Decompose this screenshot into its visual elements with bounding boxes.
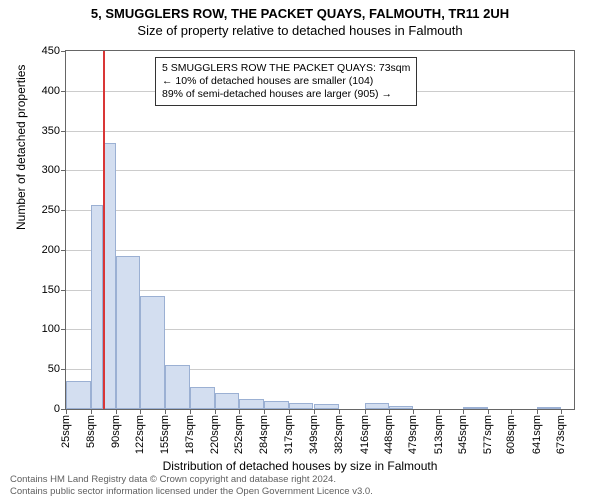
histogram-bar bbox=[537, 407, 561, 409]
footer-line: Contains public sector information licen… bbox=[10, 486, 373, 497]
grid-line bbox=[66, 250, 574, 251]
y-tick-label: 250 bbox=[42, 204, 60, 216]
y-tick-label: 400 bbox=[42, 85, 60, 97]
x-tick-mark bbox=[165, 409, 166, 414]
y-tick-label: 50 bbox=[48, 363, 60, 375]
grid-line bbox=[66, 131, 574, 132]
x-tick-mark bbox=[413, 409, 414, 414]
x-tick-mark bbox=[511, 409, 512, 414]
x-tick-label: 513sqm bbox=[433, 415, 445, 454]
x-tick-mark bbox=[91, 409, 92, 414]
x-tick-label: 90sqm bbox=[110, 415, 122, 448]
y-tick-label: 0 bbox=[54, 403, 60, 415]
x-tick-label: 382sqm bbox=[333, 415, 345, 454]
histogram-bar bbox=[365, 403, 389, 409]
x-tick-mark bbox=[264, 409, 265, 414]
x-tick-label: 25sqm bbox=[60, 415, 72, 448]
y-tick-label: 300 bbox=[42, 164, 60, 176]
annotation-box: 5 SMUGGLERS ROW THE PACKET QUAYS: 73sqm … bbox=[155, 57, 417, 106]
y-tick-mark bbox=[61, 329, 66, 330]
x-tick-mark bbox=[561, 409, 562, 414]
x-tick-mark bbox=[190, 409, 191, 414]
y-tick-mark bbox=[61, 250, 66, 251]
x-tick-label: 58sqm bbox=[85, 415, 97, 448]
x-tick-label: 545sqm bbox=[457, 415, 469, 454]
x-tick-label: 155sqm bbox=[159, 415, 171, 454]
x-tick-mark bbox=[439, 409, 440, 414]
y-tick-label: 100 bbox=[42, 323, 60, 335]
histogram-bar bbox=[264, 401, 289, 409]
x-tick-mark bbox=[116, 409, 117, 414]
histogram-bar bbox=[289, 403, 313, 409]
histogram-bar bbox=[314, 404, 339, 409]
histogram-bar bbox=[389, 406, 413, 409]
x-tick-mark bbox=[339, 409, 340, 414]
y-tick-mark bbox=[61, 91, 66, 92]
x-tick-mark bbox=[140, 409, 141, 414]
y-tick-label: 450 bbox=[42, 45, 60, 57]
y-axis-label: Number of detached properties bbox=[14, 65, 28, 230]
chart-title-main: 5, SMUGGLERS ROW, THE PACKET QUAYS, FALM… bbox=[0, 0, 600, 21]
y-tick-label: 200 bbox=[42, 244, 60, 256]
x-tick-label: 448sqm bbox=[383, 415, 395, 454]
y-tick-mark bbox=[61, 210, 66, 211]
grid-line bbox=[66, 210, 574, 211]
x-axis-label: Distribution of detached houses by size … bbox=[0, 459, 600, 473]
y-tick-mark bbox=[61, 290, 66, 291]
x-tick-mark bbox=[537, 409, 538, 414]
x-tick-label: 641sqm bbox=[531, 415, 543, 454]
x-tick-mark bbox=[66, 409, 67, 414]
histogram-bar bbox=[190, 387, 215, 409]
x-tick-label: 416sqm bbox=[359, 415, 371, 454]
x-tick-mark bbox=[239, 409, 240, 414]
x-tick-label: 317sqm bbox=[283, 415, 295, 454]
chart-title-sub: Size of property relative to detached ho… bbox=[0, 21, 600, 38]
chart-plot-area: 05010015020025030035040045025sqm58sqm90s… bbox=[65, 50, 575, 410]
y-tick-mark bbox=[61, 51, 66, 52]
footer-line: Contains HM Land Registry data © Crown c… bbox=[10, 474, 373, 485]
histogram-bar bbox=[165, 365, 189, 409]
x-tick-mark bbox=[389, 409, 390, 414]
y-tick-label: 150 bbox=[42, 284, 60, 296]
y-tick-mark bbox=[61, 131, 66, 132]
footer-credits: Contains HM Land Registry data © Crown c… bbox=[10, 474, 373, 497]
x-tick-label: 349sqm bbox=[308, 415, 320, 454]
x-tick-label: 479sqm bbox=[407, 415, 419, 454]
x-tick-mark bbox=[365, 409, 366, 414]
property-marker-line bbox=[103, 51, 105, 409]
histogram-bar bbox=[91, 205, 102, 409]
y-tick-mark bbox=[61, 170, 66, 171]
x-tick-label: 608sqm bbox=[505, 415, 517, 454]
x-tick-mark bbox=[463, 409, 464, 414]
y-tick-mark bbox=[61, 369, 66, 370]
x-tick-mark bbox=[314, 409, 315, 414]
x-tick-label: 122sqm bbox=[134, 415, 146, 454]
annotation-line: 89% of semi-detached houses are larger (… bbox=[162, 88, 410, 101]
x-tick-label: 284sqm bbox=[258, 415, 270, 454]
histogram-bar bbox=[215, 393, 239, 409]
x-tick-mark bbox=[215, 409, 216, 414]
x-tick-label: 577sqm bbox=[482, 415, 494, 454]
x-tick-label: 252sqm bbox=[233, 415, 245, 454]
annotation-line: ← 10% of detached houses are smaller (10… bbox=[162, 75, 410, 88]
x-tick-label: 187sqm bbox=[184, 415, 196, 454]
histogram-bar bbox=[116, 256, 140, 409]
histogram-bar bbox=[66, 381, 91, 409]
histogram-bar bbox=[239, 399, 263, 409]
annotation-line: 5 SMUGGLERS ROW THE PACKET QUAYS: 73sqm bbox=[162, 62, 410, 75]
histogram-bar bbox=[140, 296, 165, 409]
x-tick-mark bbox=[488, 409, 489, 414]
grid-line bbox=[66, 290, 574, 291]
grid-line bbox=[66, 170, 574, 171]
x-tick-label: 220sqm bbox=[209, 415, 221, 454]
x-tick-label: 673sqm bbox=[555, 415, 567, 454]
histogram-bar bbox=[463, 407, 487, 409]
x-tick-mark bbox=[289, 409, 290, 414]
y-tick-label: 350 bbox=[42, 125, 60, 137]
